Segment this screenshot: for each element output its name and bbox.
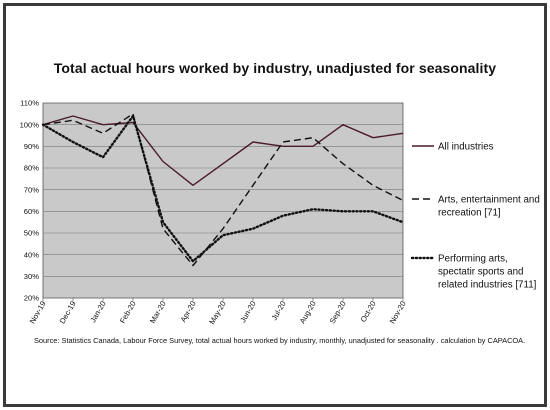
legend-label-1: All industries — [438, 142, 494, 153]
plot-area — [42, 102, 404, 299]
series-line-1 — [42, 115, 404, 187]
x-tick-label: Jan-20 — [88, 300, 107, 325]
legend-label-3: Performing arts, spectatir sports and rela… — [438, 254, 537, 291]
x-tick-label: Dec-19 — [58, 300, 78, 326]
x-tick-label: Jul-20 — [270, 300, 288, 322]
y-tick-label: 90% — [24, 142, 39, 151]
y-tick-label: 40% — [24, 250, 39, 259]
x-tick-label: Oct-20 — [359, 300, 378, 324]
y-tick-label: 100% — [20, 120, 40, 129]
y-tick-label: 20% — [24, 294, 39, 303]
x-tick-label: Sep-20 — [328, 300, 348, 326]
y-tick-label: 50% — [24, 229, 39, 238]
x-tick-label: May-20 — [207, 300, 227, 326]
series-line-3 — [41, 114, 405, 263]
legend-label-2: Arts, entertainment and recreation [71] — [438, 195, 540, 219]
series-line-2 — [42, 113, 404, 267]
x-tick-label: Aug-20 — [298, 300, 318, 326]
x-tick-label: Mar-20 — [148, 300, 168, 325]
x-tick-label: Nov-19 — [28, 300, 48, 326]
source-note: Source: Statistics Canada, Labour Force … — [34, 336, 526, 345]
y-tick-label: 30% — [24, 272, 39, 281]
y-tick-label: 70% — [24, 185, 39, 194]
x-tick-label: Nov-20 — [388, 300, 408, 326]
x-tick-label: Apr-20 — [179, 300, 198, 324]
y-tick-label: 110% — [20, 99, 39, 108]
x-tick-label: Feb-20 — [118, 300, 138, 325]
x-tick-label: Jun-20 — [238, 300, 257, 325]
chart-title: Total actual hours worked by industry, u… — [53, 60, 497, 76]
chart-frame — [3, 3, 547, 407]
y-tick-label: 80% — [24, 164, 39, 173]
y-tick-label: 60% — [24, 207, 39, 216]
